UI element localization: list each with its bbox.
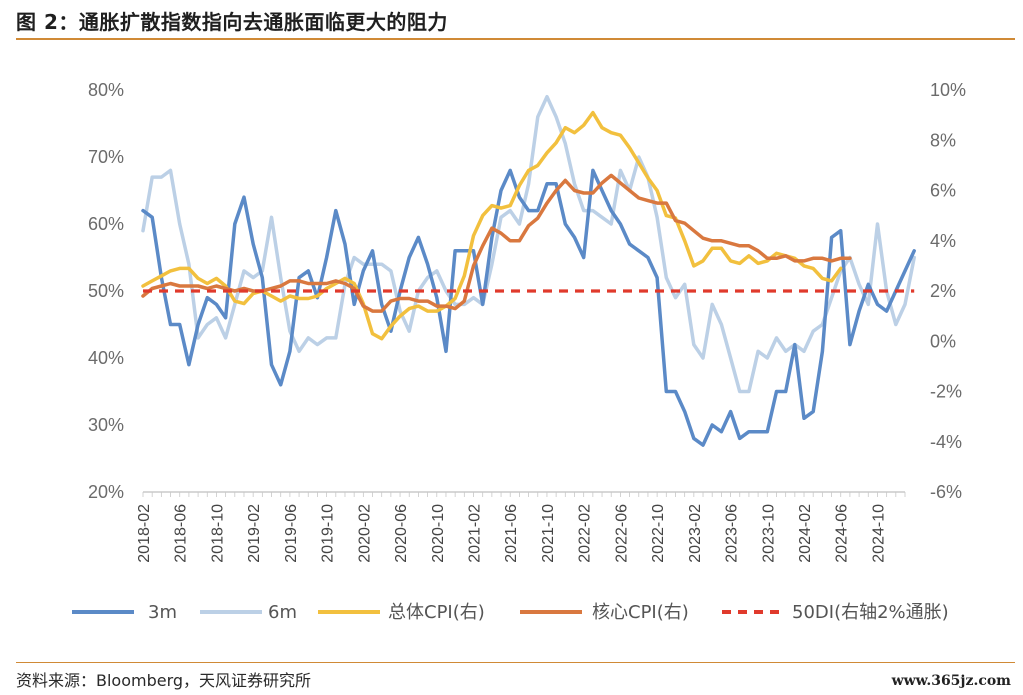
- figure-title: 图 2：通胀扩散指数指向去通胀面临更大的阻力: [16, 10, 448, 34]
- right-tick-label: 6%: [930, 181, 956, 201]
- x-tick-label: 2019-02: [246, 504, 263, 563]
- left-tick-label: 20%: [88, 482, 124, 502]
- x-tick-label: 2022-02: [577, 504, 594, 563]
- x-tick-label: 2018-10: [209, 504, 226, 563]
- series-line-2: [141, 110, 843, 341]
- legend-label-1: 6m: [268, 602, 297, 623]
- right-tick-label: 10%: [930, 80, 966, 100]
- chart-area: 20% 30% 40% 50% 60% 70% 80% -6% -4% -2% 0% 2% 4% 6% 8…: [72, 80, 966, 623]
- x-tick-label: 2022-06: [613, 504, 630, 563]
- legend-label-3: 核心CPI(右): [592, 602, 689, 623]
- x-tick-label: 2024-02: [797, 504, 814, 563]
- x-tick-label: 2021-10: [540, 504, 557, 563]
- x-tick-label: 2024-10: [870, 504, 887, 563]
- left-tick-label: 80%: [88, 80, 124, 100]
- x-tick-label: 2019-10: [320, 504, 337, 563]
- series-lines: [141, 94, 916, 447]
- x-tick-label: 2024-06: [834, 504, 851, 563]
- watermark: www.365jz.com: [891, 673, 1011, 689]
- right-tick-label: 0%: [930, 331, 956, 351]
- title-divider: [16, 38, 1015, 40]
- x-tick-label: 2021-06: [503, 504, 520, 563]
- left-axis-ticks: 20% 30% 40% 50% 60% 70% 80%: [88, 80, 124, 502]
- right-tick-label: 4%: [930, 231, 956, 251]
- legend-label-0: 3m: [148, 602, 177, 623]
- x-tick-label: 2019-06: [283, 504, 300, 563]
- x-tick-label: 2020-02: [356, 504, 373, 563]
- right-tick-label: 2%: [930, 281, 956, 301]
- x-tick-label: 2023-02: [687, 504, 704, 563]
- legend-label-4: 50DI(右轴2%通胀): [792, 602, 949, 623]
- right-tick-label: -2%: [930, 382, 962, 402]
- source-note: 资料来源：Bloomberg，天风证券研究所: [16, 671, 312, 690]
- x-tick-label: 2018-02: [136, 504, 153, 563]
- x-tick-label: 2020-10: [430, 504, 447, 563]
- x-tick-label: 2018-06: [173, 504, 190, 563]
- left-tick-label: 40%: [88, 348, 124, 368]
- right-tick-label: 8%: [930, 130, 956, 150]
- series-line-1: [141, 94, 916, 394]
- left-tick-label: 30%: [88, 415, 124, 435]
- legend: 3m 6m 总体CPI(右) 核心CPI(右) 50DI(右轴2%通胀): [72, 602, 949, 623]
- right-tick-label: -6%: [930, 482, 962, 502]
- source-divider: [16, 662, 1015, 663]
- right-axis-ticks: -6% -4% -2% 0% 2% 4% 6% 8% 10%: [930, 80, 966, 502]
- x-axis: 2018-02 2018-06 2018-10 2019-02 2019-06 2019-…: [136, 491, 906, 563]
- x-tick-label: 2020-06: [393, 504, 410, 563]
- right-tick-label: -4%: [930, 432, 962, 452]
- left-tick-label: 70%: [88, 147, 124, 167]
- x-tick-label: 2023-06: [724, 504, 741, 563]
- x-tick-label: 2022-10: [650, 504, 667, 563]
- x-tick-label: 2023-10: [760, 504, 777, 563]
- left-tick-label: 60%: [88, 214, 124, 234]
- legend-label-2: 总体CPI(右): [388, 602, 485, 623]
- x-tick-label: 2021-02: [467, 504, 484, 563]
- left-tick-label: 50%: [88, 281, 124, 301]
- series-line-0: [141, 168, 916, 447]
